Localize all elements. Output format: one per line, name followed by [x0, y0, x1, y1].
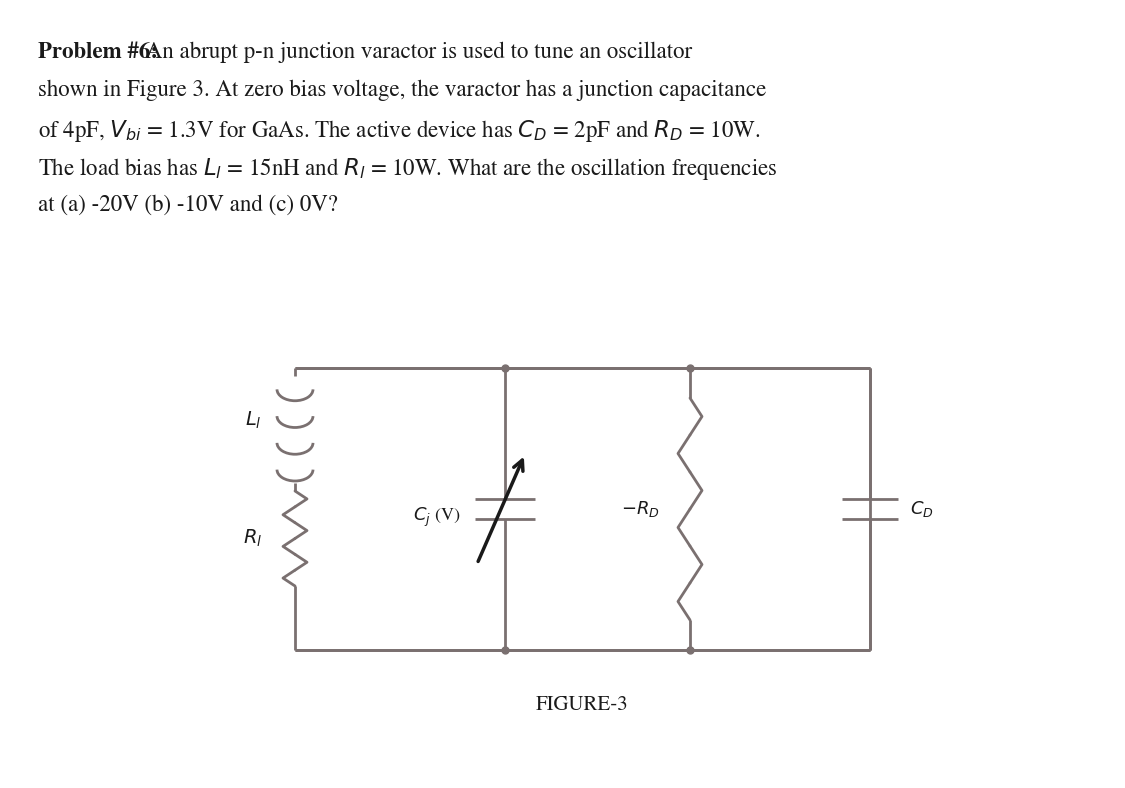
- Text: $-R_D$: $-R_D$: [621, 499, 659, 519]
- Text: FIGURE-3: FIGURE-3: [537, 695, 629, 715]
- Text: Problem #6:: Problem #6:: [38, 42, 158, 63]
- Text: $R_l$: $R_l$: [243, 528, 262, 549]
- Text: shown in Figure 3. At zero bias voltage, the varactor has a junction capacitance: shown in Figure 3. At zero bias voltage,…: [38, 80, 766, 102]
- Text: at (a) -20V (b) -10V and (c) 0V?: at (a) -20V (b) -10V and (c) 0V?: [38, 194, 338, 215]
- Text: $C_j$ (V): $C_j$ (V): [413, 505, 460, 529]
- Text: $L_l$: $L_l$: [245, 410, 261, 431]
- Text: of 4pF, $V_{bi}$ = 1.3V for GaAs. The active device has $C_D$ = 2pF and $R_D$ = : of 4pF, $V_{bi}$ = 1.3V for GaAs. The ac…: [38, 118, 760, 144]
- Text: $C_D$: $C_D$: [910, 499, 934, 519]
- Text: The load bias has $L_l$ = 15nH and $R_l$ = 10W. What are the oscillation frequen: The load bias has $L_l$ = 15nH and $R_l$…: [38, 156, 777, 182]
- Text: An abrupt p-n junction varactor is used to tune an oscillator: An abrupt p-n junction varactor is used …: [140, 42, 692, 63]
